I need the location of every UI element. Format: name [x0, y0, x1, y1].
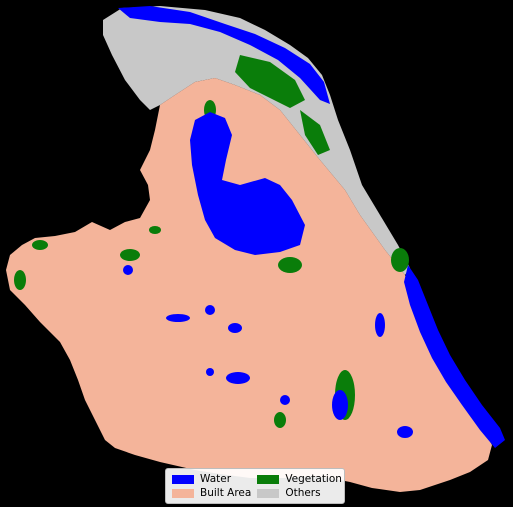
legend-item-built-area: Built Area [172, 486, 251, 500]
legend-swatch-others [257, 488, 280, 498]
legend-item-water: Water [172, 472, 251, 486]
legend-item-others: Others [257, 486, 342, 500]
legend-item-vegetation: Vegetation [257, 472, 342, 486]
others-region-north [103, 6, 410, 275]
map-legend: Water Vegetation Built Area Others [165, 468, 345, 504]
legend-swatch-vegetation [257, 474, 280, 484]
legend-label-built-area: Built Area [200, 487, 252, 499]
legend-label-others: Others [285, 487, 321, 499]
legend-swatch-water [172, 474, 194, 484]
water-bodies [118, 6, 505, 448]
legend-label-water: Water [200, 473, 232, 485]
vegetation-patches [14, 55, 409, 428]
built-area-region [6, 78, 492, 492]
legend-label-vegetation: Vegetation [285, 473, 342, 485]
legend-swatch-built-area [172, 488, 194, 498]
